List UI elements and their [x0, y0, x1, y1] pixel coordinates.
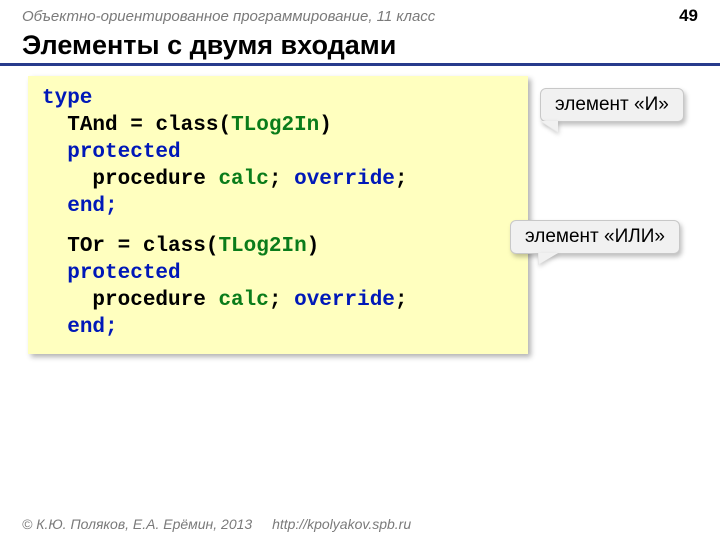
code-line: TAnd = class(TLog2In) [42, 113, 514, 140]
code-text: ; [395, 289, 408, 312]
code-line: type [42, 86, 514, 113]
class-name: TAnd [67, 114, 117, 137]
footer-copyright: © К.Ю. Поляков, Е.А. Ерёмин, 2013 [22, 516, 252, 532]
keyword-protected: protected [67, 262, 180, 285]
keyword-procedure: procedure [92, 168, 218, 191]
keyword-procedure: procedure [92, 289, 218, 312]
code-line: protected [42, 261, 514, 288]
keyword-override: override [294, 168, 395, 191]
base-class: TLog2In [218, 235, 306, 258]
code-text: ) [319, 114, 332, 137]
code-text: = class( [118, 114, 231, 137]
code-line: protected [42, 140, 514, 167]
class-name: TOr [67, 235, 105, 258]
keyword-end: end; [67, 195, 117, 218]
keyword-protected: protected [67, 141, 180, 164]
callout-tail-icon [538, 253, 558, 265]
code-line: TOr = class(TLog2In) [42, 234, 514, 261]
code-text: ; [395, 168, 408, 191]
code-text: ; [269, 168, 294, 191]
callout-or: элемент «ИЛИ» [510, 220, 680, 254]
title-underline [0, 63, 720, 66]
code-line: end; [42, 194, 514, 221]
page-number: 49 [679, 6, 698, 26]
slide-footer: © К.Ю. Поляков, Е.А. Ерёмин, 2013 http:/… [22, 516, 411, 532]
keyword-end: end; [67, 316, 117, 339]
keyword-override: override [294, 289, 395, 312]
base-class: TLog2In [231, 114, 319, 137]
code-line: end; [42, 315, 514, 342]
code-text: ) [307, 235, 320, 258]
code-block: type TAnd = class(TLog2In) protected pro… [28, 76, 528, 354]
page-title: Элементы с двумя входами [0, 26, 720, 63]
callout-and: элемент «И» [540, 88, 684, 122]
proc-name: calc [218, 168, 268, 191]
code-text: ; [269, 289, 294, 312]
proc-name: calc [218, 289, 268, 312]
code-line: procedure calc; override; [42, 167, 514, 194]
callout-tail-icon [540, 121, 558, 133]
code-line: procedure calc; override; [42, 288, 514, 315]
slide-header: Объектно-ориентированное программировани… [0, 0, 720, 26]
header-subject: Объектно-ориентированное программировани… [22, 8, 435, 25]
keyword-type: type [42, 87, 92, 110]
footer-url: http://kpolyakov.spb.ru [272, 516, 411, 532]
code-text: = class( [105, 235, 218, 258]
